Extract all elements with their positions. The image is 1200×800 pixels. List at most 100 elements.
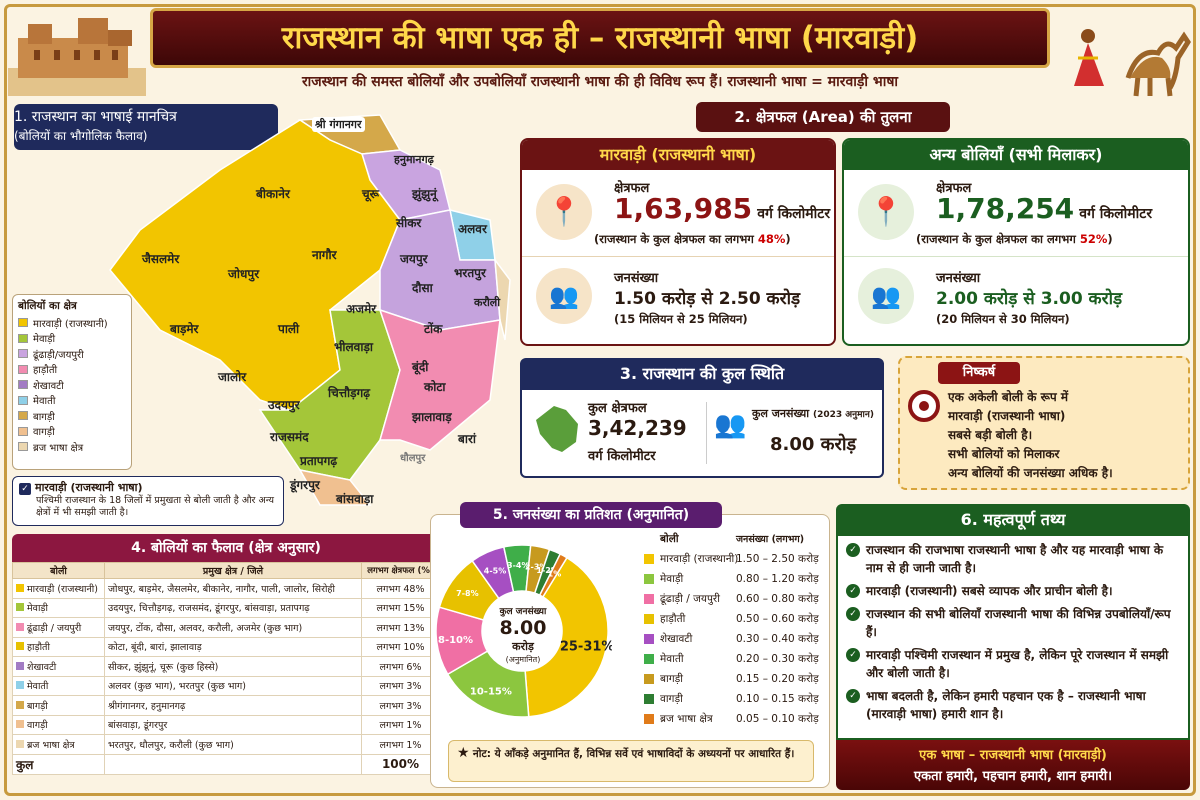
checkbox-icon: ✓ xyxy=(19,483,31,495)
pop-row-range: 0.50 – 0.60 करोड़ xyxy=(736,613,819,625)
district-label: करौली xyxy=(474,296,501,309)
fact-item: ✓ मारवाड़ी (राजस्थानी) सबसे व्यापक और प्र… xyxy=(846,582,1180,600)
fact-item: ✓ राजस्थान की सभी बोलियाँ राजस्थानी भाषा … xyxy=(846,605,1180,641)
table-cell: भरतपुर, धौलपुर, करौली (कुछ भाग) xyxy=(104,734,362,755)
region-vagri xyxy=(298,468,372,506)
spread-table: बोली प्रमुख क्षेत्र / जिले लगभग क्षेत्रफ… xyxy=(12,562,440,775)
marwari-area-value: 1,63,985 वर्ग किलोमीटर xyxy=(614,192,830,225)
marwari-area-number: 1,63,985 xyxy=(614,192,753,225)
pop-col-header: जनसंख्या (लगभग) xyxy=(736,534,805,545)
table-row: बागड़ी श्रीगंगानगर, हनुमानगढ़ लगभग 3% xyxy=(12,695,440,716)
district-label: झुंझुनूं xyxy=(412,187,437,201)
legend-item: शेखावटी xyxy=(18,377,126,393)
area-note-close: ) xyxy=(785,232,791,246)
conclusion-line: अन्य बोलियों की जनसंख्या अधिक है। xyxy=(948,466,1113,480)
others-card: अन्य बोलियाँ (सभी मिलाकर) 📍 क्षेत्रफल 1,… xyxy=(842,138,1190,346)
district-label: दौसा xyxy=(412,281,433,295)
table-cell: लगभग 13% xyxy=(361,617,440,638)
table-cell: कोटा, बूंदी, बारां, झालावाड़ xyxy=(104,636,362,657)
map-pin-icon: 📍 xyxy=(536,184,592,240)
district-label: टोंक xyxy=(424,322,443,336)
legend-item: हाड़ौती xyxy=(18,362,126,378)
district-label: जोधपुर xyxy=(228,267,260,281)
table-cell-text: बांसवाड़ा, डूंगरपुर xyxy=(108,720,168,732)
pop-swatch xyxy=(644,594,654,604)
donut-slice-label: 25-31% xyxy=(560,640,612,655)
pop-swatch xyxy=(644,554,654,564)
table-cell-text: लगभग 3% xyxy=(379,700,422,712)
row-swatch xyxy=(16,583,24,592)
footer-line: एकता हमारी, पहचान हमारी, शान हमारी। xyxy=(913,769,1113,784)
table-cell: श्रीगंगानगर, हनुमानगढ़ xyxy=(104,695,362,716)
population-icon: 👥 xyxy=(714,410,747,440)
pop-row-range: 0.60 – 0.80 करोड़ xyxy=(736,593,819,605)
legend-label: ढूंढाड़ी/जयपुरी xyxy=(33,349,84,361)
district-label: बूंदी xyxy=(412,360,429,374)
marwari-pop-note: (15 मिलियन से 25 मिलियन) xyxy=(614,312,748,326)
pop-swatch xyxy=(644,574,654,584)
others-area-pct: 52% xyxy=(1079,232,1108,246)
legend-item: मेवाड़ी xyxy=(18,331,126,347)
others-card-head: अन्य बोलियाँ (सभी मिलाकर) xyxy=(844,140,1188,170)
table-cell-text: सीकर, झुंझुनूं, चूरू (कुछ हिस्से) xyxy=(108,661,219,673)
row-swatch xyxy=(16,700,24,709)
donut-slice-label: 10-15% xyxy=(470,686,512,697)
target-icon xyxy=(908,390,940,422)
table-cell: मेवाड़ी xyxy=(12,597,105,618)
area-section-title: 2. क्षेत्रफल (Area) की तुलना xyxy=(696,102,950,132)
total-section: कुल क्षेत्रफल 3,42,239 वर्ग किलोमीटर 👥 क… xyxy=(520,390,884,478)
fort-illustration xyxy=(8,18,146,96)
fact-item: ✓ भाषा बदलती है, लेकिन हमारी पहचान एक है … xyxy=(846,687,1180,723)
legend-swatch xyxy=(18,426,28,436)
others-pop-value: 2.00 करोड़ से 3.00 करोड़ xyxy=(936,289,1123,309)
total-area-unit: वर्ग किलोमीटर xyxy=(588,449,656,464)
fact-item: ✓ राजस्थान की राजभाषा राजस्थानी भाषा है औ… xyxy=(846,541,1180,577)
conclusion-line: सबसे बड़ी बोली है। xyxy=(948,428,1033,442)
table-cell-text: शेखावटी xyxy=(27,661,57,673)
district-label: हनुमानगढ़ xyxy=(394,153,434,166)
legend-label: ब्रज भाषा क्षेत्र xyxy=(33,442,84,454)
donut-slice xyxy=(524,556,609,718)
table-cell: सीकर, झुंझुनूं, चूरू (कुछ हिस्से) xyxy=(104,656,362,677)
conclusion-line: सभी बोलियों को मिलाकर xyxy=(948,447,1060,461)
donut-center-label: कुल जनसंख्या xyxy=(499,607,547,617)
check-icon: ✓ xyxy=(846,648,860,662)
pop-swatch xyxy=(644,694,654,704)
legend-label: वागड़ी xyxy=(33,427,55,439)
legend-label: मारवाड़ी (राजस्थानी) xyxy=(33,318,108,330)
table-cell: मेवाती xyxy=(12,675,105,696)
table-cell: बागड़ी xyxy=(12,695,105,716)
fact-item: ✓ मारवाड़ी पश्चिमी राजस्थान में प्रमुख है… xyxy=(846,646,1180,682)
table-cell-text: लगभग 1% xyxy=(379,739,422,751)
footer-line: एक भाषा – राजस्थानी भाषा (मारवाड़ी) xyxy=(919,748,1107,763)
table-cell: हाड़ौती xyxy=(12,636,105,657)
district-label: नागौर xyxy=(312,248,337,262)
legend-item: बागड़ी xyxy=(18,408,126,424)
pop-swatch xyxy=(644,674,654,684)
district-label: बांसवाड़ा xyxy=(336,492,374,506)
total-section-title: 3. राजस्थान की कुल स्थिति xyxy=(520,358,884,390)
pop-swatch xyxy=(644,714,654,724)
donut-slice-label: 4-5% xyxy=(484,567,506,576)
legend-label: हाड़ौती xyxy=(33,365,58,377)
donut-slice-label: 1-2% xyxy=(536,566,558,575)
table-cell: बांसवाड़ा, डूंगरपुर xyxy=(104,714,362,735)
legend-label: मेवाड़ी xyxy=(33,334,56,346)
pop-swatch xyxy=(644,634,654,644)
district-label: बीकानेर xyxy=(256,187,290,201)
pop-col-header: बोली xyxy=(660,533,679,545)
pop-row-name: मेवाती xyxy=(660,653,684,665)
table-cell-text: लगभग 48% xyxy=(376,583,425,595)
table-cell-text: लगभग 13% xyxy=(376,622,425,634)
donut-center-note: (अनुमानित) xyxy=(505,655,541,664)
legend-label: बागड़ी xyxy=(33,411,55,423)
table-cell: लगभग 1% xyxy=(361,714,440,735)
rajasthan-map xyxy=(109,114,511,506)
area-note-close: ) xyxy=(1107,232,1113,246)
star-icon: ★ xyxy=(457,745,470,761)
others-area-note: (राजस्थान के कुल क्षेत्रफल का लगभग 52%) xyxy=(916,232,1113,247)
table-row: वागड़ी बांसवाड़ा, डूंगरपुर लगभग 1% xyxy=(12,714,440,735)
marwari-pop-label: जनसंख्या xyxy=(614,271,659,286)
population-note: ★ नोट: ये आँकड़े अनुमानित हैं, विभिन्न स… xyxy=(448,740,814,782)
check-icon: ✓ xyxy=(846,689,860,703)
